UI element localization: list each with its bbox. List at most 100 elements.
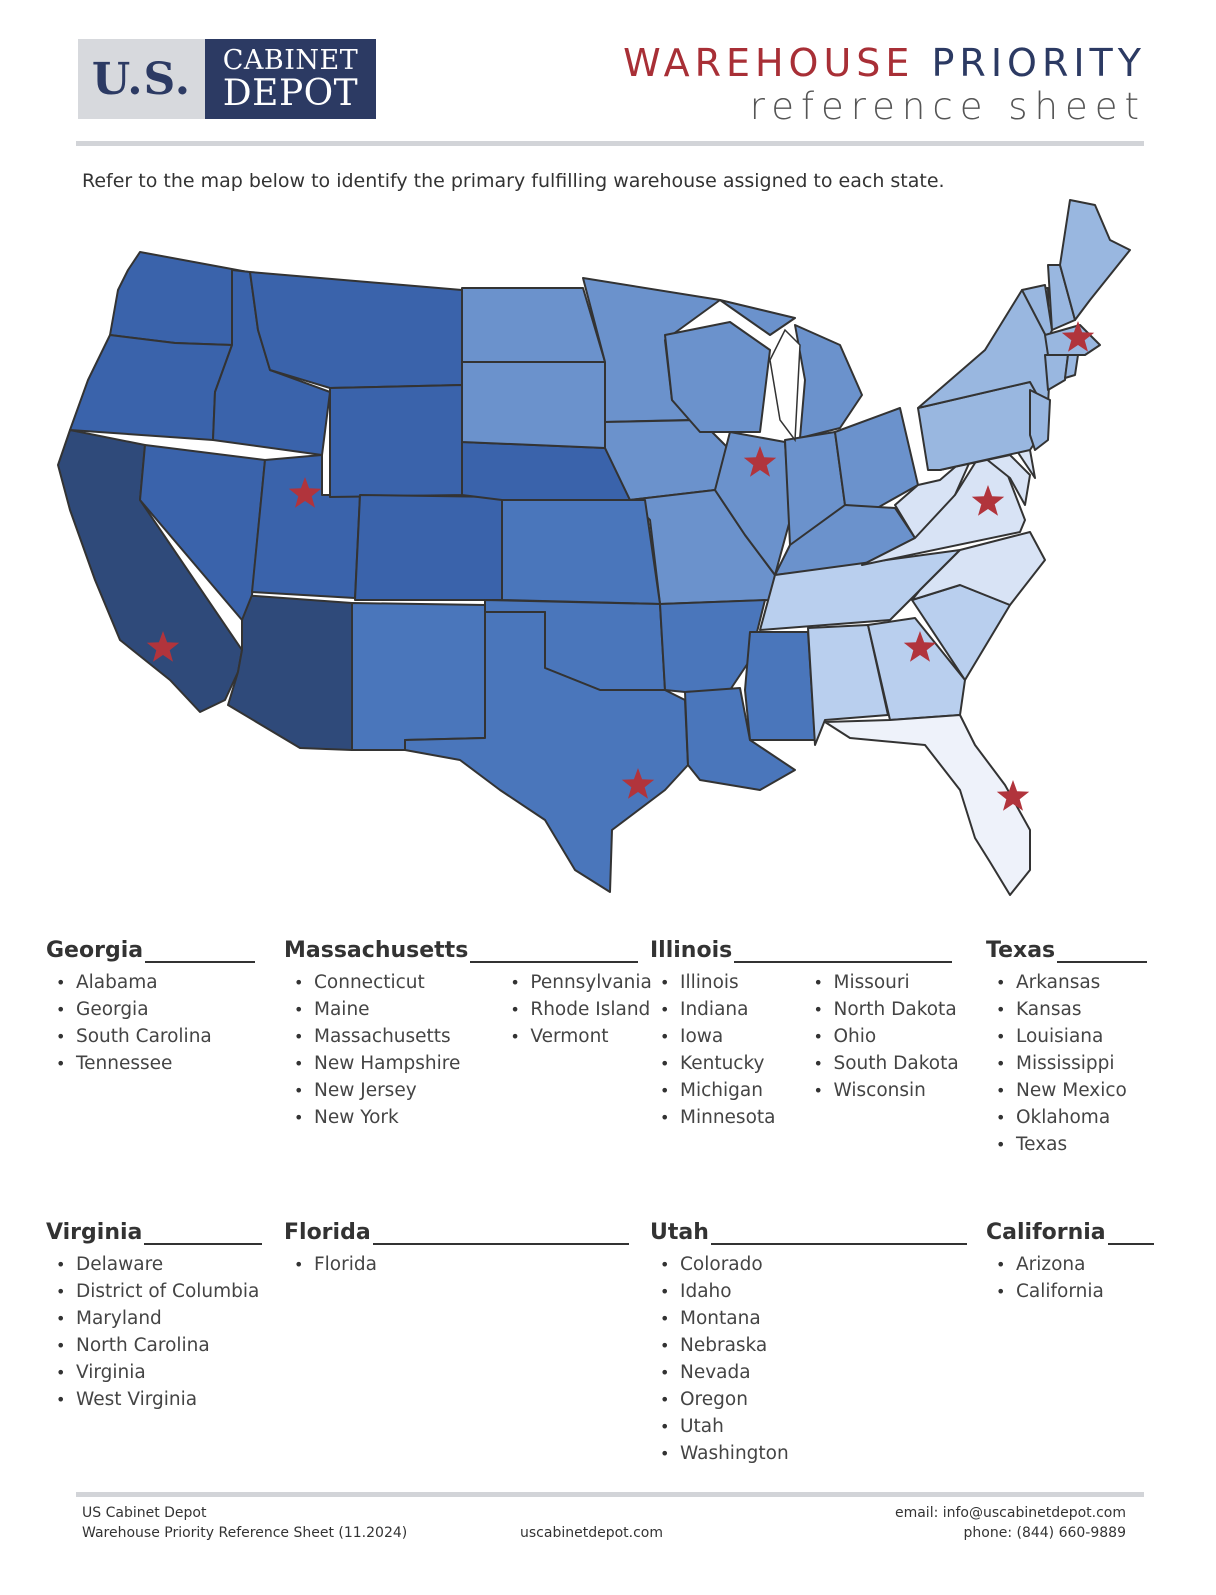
state-list-item: Alabama [56, 969, 212, 996]
group-heading: Illinois [650, 938, 959, 963]
state-list: Florida [284, 1251, 377, 1278]
state-montana [249, 271, 463, 389]
logo-line1: CABINET [222, 44, 359, 76]
state-list-item: Kentucky [660, 1050, 775, 1077]
warehouse-stars [146, 321, 1095, 811]
state-list-item: New Hampshire [294, 1050, 460, 1077]
state-arizona [227, 594, 353, 751]
state-list-item: Tennessee [56, 1050, 212, 1077]
state-kansas [501, 499, 661, 605]
state-list-item: Arizona [996, 1251, 1104, 1278]
state-list-item: Virginia [56, 1359, 259, 1386]
state-list-item: Mississippi [996, 1050, 1127, 1077]
group-heading: California [986, 1220, 1154, 1245]
state-list-item: Georgia [56, 996, 212, 1023]
state-list-item: Nevada [660, 1359, 789, 1386]
group-heading: Georgia [46, 938, 256, 963]
footer-phone[interactable]: phone: (844) 660-9889 [963, 1525, 1126, 1541]
state-list-item: New Mexico [996, 1077, 1127, 1104]
group-utah: Utah ColoradoIdahoMontanaNebraskaNevadaO… [650, 1220, 967, 1467]
state-new-jersey [1029, 389, 1051, 451]
group-title: California [986, 1220, 1106, 1245]
state-michigan [719, 299, 863, 439]
state-north-carolina [911, 531, 1046, 606]
lake-michigan [769, 328, 801, 443]
group-title: Illinois [650, 938, 733, 963]
footer-divider [76, 1492, 1144, 1497]
footer-company: US Cabinet Depot [82, 1505, 207, 1521]
state-list: MissouriNorth DakotaOhioSouth DakotaWisc… [803, 969, 958, 1131]
state-list-item: Indiana [660, 996, 775, 1023]
warehouse-star-icon [288, 477, 322, 508]
state-list-item: Iowa [660, 1023, 775, 1050]
title-word-warehouse: WAREHOUSE [623, 41, 915, 85]
warehouse-star-icon [903, 631, 937, 662]
state-list-item: Texas [996, 1131, 1127, 1158]
state-florida [824, 714, 1031, 896]
state-list-item: California [996, 1278, 1104, 1305]
group-heading: Virginia [46, 1220, 263, 1245]
state-list: ColoradoIdahoMontanaNebraskaNevadaOregon… [650, 1251, 789, 1467]
group-title: Texas [986, 938, 1056, 963]
state-list: ArizonaCalifornia [986, 1251, 1104, 1305]
page-subtitle: reference sheet [749, 85, 1146, 128]
state-list: ArkansasKansasLouisianaMississippiNew Me… [986, 969, 1127, 1158]
footer-email[interactable]: email: info@uscabinetdepot.com [894, 1505, 1126, 1521]
state-list-item: Oregon [660, 1386, 789, 1413]
state-oregon [69, 334, 233, 441]
footer-contact: email: info@uscabinetdepot.com phone: (8… [895, 1503, 1126, 1543]
state-list: AlabamaGeorgiaSouth CarolinaTennessee [46, 969, 212, 1077]
state-list-item: Vermont [510, 1023, 652, 1050]
state-tennessee [759, 549, 961, 631]
warehouse-star-icon [743, 446, 777, 477]
state-georgia [867, 617, 966, 721]
group-texas: Texas ArkansasKansasLouisianaMississippi… [986, 938, 1148, 1158]
state-list-item: Washington [660, 1440, 789, 1467]
state-list-item: Massachusetts [294, 1023, 460, 1050]
company-logo: U.S. CABINET DEPOT [78, 39, 376, 119]
group-title: Massachusetts [284, 938, 469, 963]
warehouse-star-icon [146, 631, 180, 662]
footer-website[interactable]: uscabinetdepot.com [520, 1525, 663, 1541]
state-list-item: Rhode Island [510, 996, 652, 1023]
state-list-item: North Carolina [56, 1332, 259, 1359]
state-new-mexico [351, 602, 486, 751]
state-list-item: District of Columbia [56, 1278, 259, 1305]
state-list-item: Minnesota [660, 1104, 776, 1131]
state-list-item: Idaho [660, 1278, 789, 1305]
state-list-item: West Virginia [56, 1386, 259, 1413]
group-heading: Florida [284, 1220, 629, 1245]
state-list: ConnecticutMaineMassachusettsNew Hampshi… [284, 969, 460, 1131]
state-list-item: South Carolina [56, 1023, 212, 1050]
footer-doc-title: Warehouse Priority Reference Sheet (11.2… [82, 1525, 408, 1541]
warehouse-map [57, 199, 1131, 896]
state-list-item: Illinois [660, 969, 775, 996]
group-massachusetts: Massachusetts ConnecticutMaineMassachuse… [284, 938, 652, 1131]
warehouse-star-icon [1061, 321, 1095, 352]
state-list-item: North Dakota [813, 996, 958, 1023]
state-list-item: Ohio [813, 1023, 958, 1050]
group-illinois: Illinois IllinoisIndianaIowaKentuckyMich… [650, 938, 959, 1131]
group-heading: Utah [650, 1220, 967, 1245]
state-wisconsin [664, 321, 771, 433]
state-list-item: Louisiana [996, 1023, 1127, 1050]
state-nevada [139, 444, 266, 621]
warehouse-star-icon [996, 780, 1030, 811]
state-list-item: Oklahoma [996, 1104, 1127, 1131]
state-list-item: Missouri [813, 969, 958, 996]
state-list-item: Utah [660, 1413, 789, 1440]
group-title: Florida [284, 1220, 371, 1245]
title-word-priority: PRIORITY [931, 41, 1146, 85]
state-south-dakota [461, 361, 606, 449]
state-list-item: Florida [294, 1251, 377, 1278]
intro-text: Refer to the map below to identify the p… [82, 170, 945, 192]
group-florida: Florida Florida [284, 1220, 629, 1278]
state-list: PennsylvaniaRhode IslandVermont [500, 969, 652, 1131]
group-title: Utah [650, 1220, 709, 1245]
state-mississippi [744, 631, 816, 741]
state-ohio [834, 407, 919, 513]
logo-us-text: U.S. [91, 53, 192, 105]
state-list-item: Wisconsin [813, 1077, 958, 1104]
page-title: WAREHOUSE PRIORITY reference sheet [623, 44, 1146, 125]
state-list-item: New York [294, 1104, 460, 1131]
